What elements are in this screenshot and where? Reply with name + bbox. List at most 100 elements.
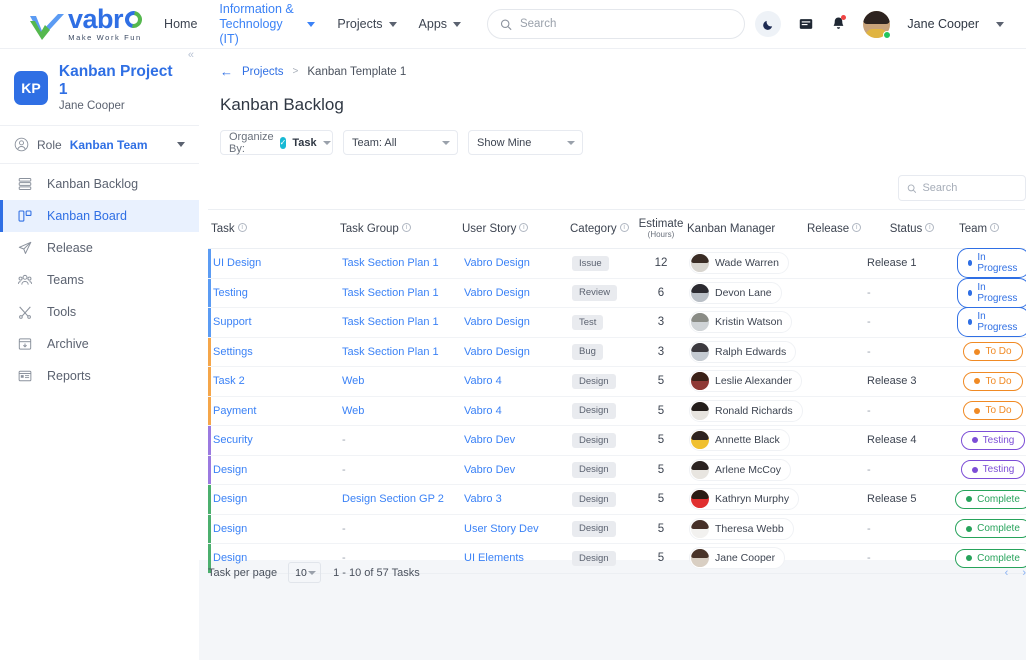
back-arrow-icon[interactable]: ← bbox=[220, 64, 233, 79]
user-name-label[interactable]: Jane Cooper bbox=[907, 17, 979, 31]
table-row[interactable]: Settings Task Section Plan 1 Vabro Design B… bbox=[208, 337, 1026, 367]
cell-task[interactable]: Design bbox=[211, 484, 340, 515]
task-group-link[interactable]: Web bbox=[342, 404, 365, 417]
per-page-select[interactable]: 10 bbox=[288, 562, 322, 583]
cell-status[interactable]: In Progress bbox=[956, 248, 1026, 279]
cell-user-story[interactable]: Vabro 4 bbox=[462, 366, 570, 397]
cell-kanban-manager[interactable]: Devon Lane bbox=[687, 278, 865, 308]
cell-kanban-manager[interactable]: Ronald Richards bbox=[687, 396, 865, 426]
cell-task[interactable]: Design bbox=[211, 514, 340, 544]
show-mine-dropdown[interactable]: Show Mine bbox=[468, 130, 583, 155]
cell-task[interactable]: UI Design bbox=[211, 248, 340, 279]
cell-task-group[interactable]: Design Section GP 2 bbox=[340, 484, 462, 515]
task-group-link[interactable]: Task Section Plan 1 bbox=[342, 257, 439, 270]
role-selector[interactable]: Role Kanban Team bbox=[0, 126, 199, 164]
cell-status[interactable]: Testing bbox=[959, 425, 1026, 456]
cell-kanban-manager[interactable]: Kristin Watson bbox=[687, 307, 865, 338]
cell-task[interactable]: Task 2 bbox=[211, 366, 340, 397]
user-story-link[interactable]: Vabro Dev bbox=[464, 434, 516, 447]
task-link[interactable]: Security bbox=[213, 434, 253, 447]
nav-item-projects[interactable]: Projects bbox=[337, 17, 397, 32]
cell-user-story[interactable]: Vabro 3 bbox=[462, 484, 570, 515]
task-group-link[interactable]: - bbox=[342, 434, 346, 447]
chevron-down-icon[interactable] bbox=[996, 21, 1004, 27]
manager-chip[interactable]: Ronald Richards bbox=[689, 399, 803, 422]
manager-chip[interactable]: Kathryn Murphy bbox=[689, 488, 800, 511]
cell-task-group[interactable]: Web bbox=[340, 366, 462, 397]
notifications-button[interactable] bbox=[831, 15, 847, 32]
task-group-link[interactable]: Web bbox=[342, 375, 365, 388]
manager-chip[interactable]: Ralph Edwards bbox=[689, 340, 797, 363]
user-story-link[interactable]: User Story Dev bbox=[464, 522, 539, 535]
cell-kanban-manager[interactable]: Theresa Webb bbox=[687, 514, 865, 544]
cell-status[interactable]: Complete bbox=[955, 484, 1026, 515]
cell-task[interactable]: Settings bbox=[211, 337, 340, 367]
theme-toggle-button[interactable] bbox=[755, 11, 782, 37]
cell-task-group[interactable]: Task Section Plan 1 bbox=[340, 307, 462, 338]
cell-status[interactable]: Complete bbox=[955, 514, 1026, 544]
column-header-release[interactable]: Release i bbox=[807, 209, 865, 249]
user-story-link[interactable]: Vabro Dev bbox=[464, 463, 516, 476]
user-story-link[interactable]: Vabro 4 bbox=[464, 375, 502, 388]
user-story-link[interactable]: Vabro 4 bbox=[464, 404, 502, 417]
cell-user-story[interactable]: Vabro 4 bbox=[462, 396, 570, 426]
sidebar-item-teams[interactable]: Teams bbox=[0, 264, 199, 296]
status-badge[interactable]: Complete bbox=[955, 519, 1026, 539]
sidebar-item-kanban-board[interactable]: Kanban Board bbox=[0, 200, 199, 232]
task-link[interactable]: Support bbox=[213, 316, 252, 329]
user-story-link[interactable]: Vabro Design bbox=[464, 316, 530, 329]
team-filter-dropdown[interactable]: Team: All bbox=[343, 130, 458, 155]
table-row[interactable]: Task 2 Web Vabro 4 Design 5 Leslie Alexander R… bbox=[208, 366, 1026, 397]
manager-chip[interactable]: Annette Black bbox=[689, 429, 790, 452]
cell-status[interactable]: To Do bbox=[959, 337, 1025, 367]
task-link[interactable]: Design bbox=[213, 463, 248, 476]
info-icon[interactable]: i bbox=[852, 222, 862, 232]
info-icon[interactable]: i bbox=[237, 222, 247, 232]
column-header-user-story[interactable]: User Story i bbox=[462, 209, 570, 249]
column-header-status[interactable]: Status i bbox=[865, 209, 959, 249]
cell-task[interactable]: Security bbox=[211, 425, 340, 456]
manager-chip[interactable]: Wade Warren bbox=[689, 252, 789, 275]
nav-item-apps[interactable]: Apps bbox=[419, 17, 462, 32]
project-header[interactable]: KP Kanban Project 1 Jane Cooper bbox=[0, 49, 199, 126]
manager-chip[interactable]: Jane Cooper bbox=[689, 547, 786, 570]
manager-chip[interactable]: Kristin Watson bbox=[689, 311, 793, 334]
info-icon[interactable]: i bbox=[519, 222, 529, 232]
table-row[interactable]: Testing Task Section Plan 1 Vabro Design Re… bbox=[208, 277, 1026, 308]
cell-task[interactable]: Testing bbox=[211, 278, 340, 308]
table-search-input[interactable] bbox=[922, 182, 1017, 194]
cell-status[interactable]: In Progress bbox=[956, 307, 1026, 338]
sidebar-item-tools[interactable]: Tools bbox=[0, 296, 199, 328]
column-header-task[interactable]: Task i bbox=[211, 209, 340, 249]
task-link[interactable]: Settings bbox=[213, 345, 253, 358]
nav-item-home[interactable]: Home bbox=[164, 17, 197, 32]
cell-task-group[interactable]: Task Section Plan 1 bbox=[340, 278, 462, 308]
manager-chip[interactable]: Devon Lane bbox=[689, 281, 782, 304]
table-row[interactable]: Design Design Section GP 2 Vabro 3 Design 5 K… bbox=[208, 484, 1026, 515]
task-group-link[interactable]: - bbox=[342, 463, 346, 476]
status-badge[interactable]: Complete bbox=[955, 548, 1026, 568]
task-group-link[interactable]: Task Section Plan 1 bbox=[342, 286, 439, 299]
cell-kanban-manager[interactable]: Annette Black bbox=[687, 425, 865, 456]
cell-kanban-manager[interactable]: Arlene McCoy bbox=[687, 455, 865, 485]
cell-kanban-manager[interactable]: Jane Cooper bbox=[687, 543, 865, 574]
next-page-button[interactable]: › bbox=[1022, 566, 1026, 579]
sidebar-item-archive[interactable]: Archive bbox=[0, 328, 199, 360]
cell-task[interactable]: Support bbox=[211, 307, 340, 338]
cell-kanban-manager[interactable]: Kathryn Murphy bbox=[687, 484, 865, 515]
column-header-category[interactable]: Category i bbox=[570, 209, 635, 249]
prev-page-button[interactable]: ‹ bbox=[1004, 566, 1009, 579]
column-header-team[interactable]: Team i bbox=[959, 209, 1025, 249]
organize-by-dropdown[interactable]: Organize By: ✓ Task bbox=[220, 130, 333, 155]
manager-chip[interactable]: Leslie Alexander bbox=[689, 370, 803, 393]
cell-kanban-manager[interactable]: Wade Warren bbox=[687, 248, 865, 279]
column-header-estimate[interactable]: Estimate (Hours) bbox=[635, 209, 687, 249]
task-link[interactable]: UI Design bbox=[213, 257, 262, 270]
task-group-link[interactable]: - bbox=[342, 522, 346, 535]
status-badge[interactable]: Testing bbox=[960, 430, 1026, 450]
table-row[interactable]: Design - UI Elements Design 5 Jane Cooper - Com… bbox=[208, 543, 1026, 574]
cell-task-group[interactable]: Task Section Plan 1 bbox=[340, 337, 462, 367]
user-story-link[interactable]: UI Elements bbox=[464, 552, 524, 565]
cell-status[interactable]: In Progress bbox=[956, 277, 1026, 308]
table-row[interactable]: Security - Vabro Dev Design 5 Annette Black Re… bbox=[208, 425, 1026, 456]
